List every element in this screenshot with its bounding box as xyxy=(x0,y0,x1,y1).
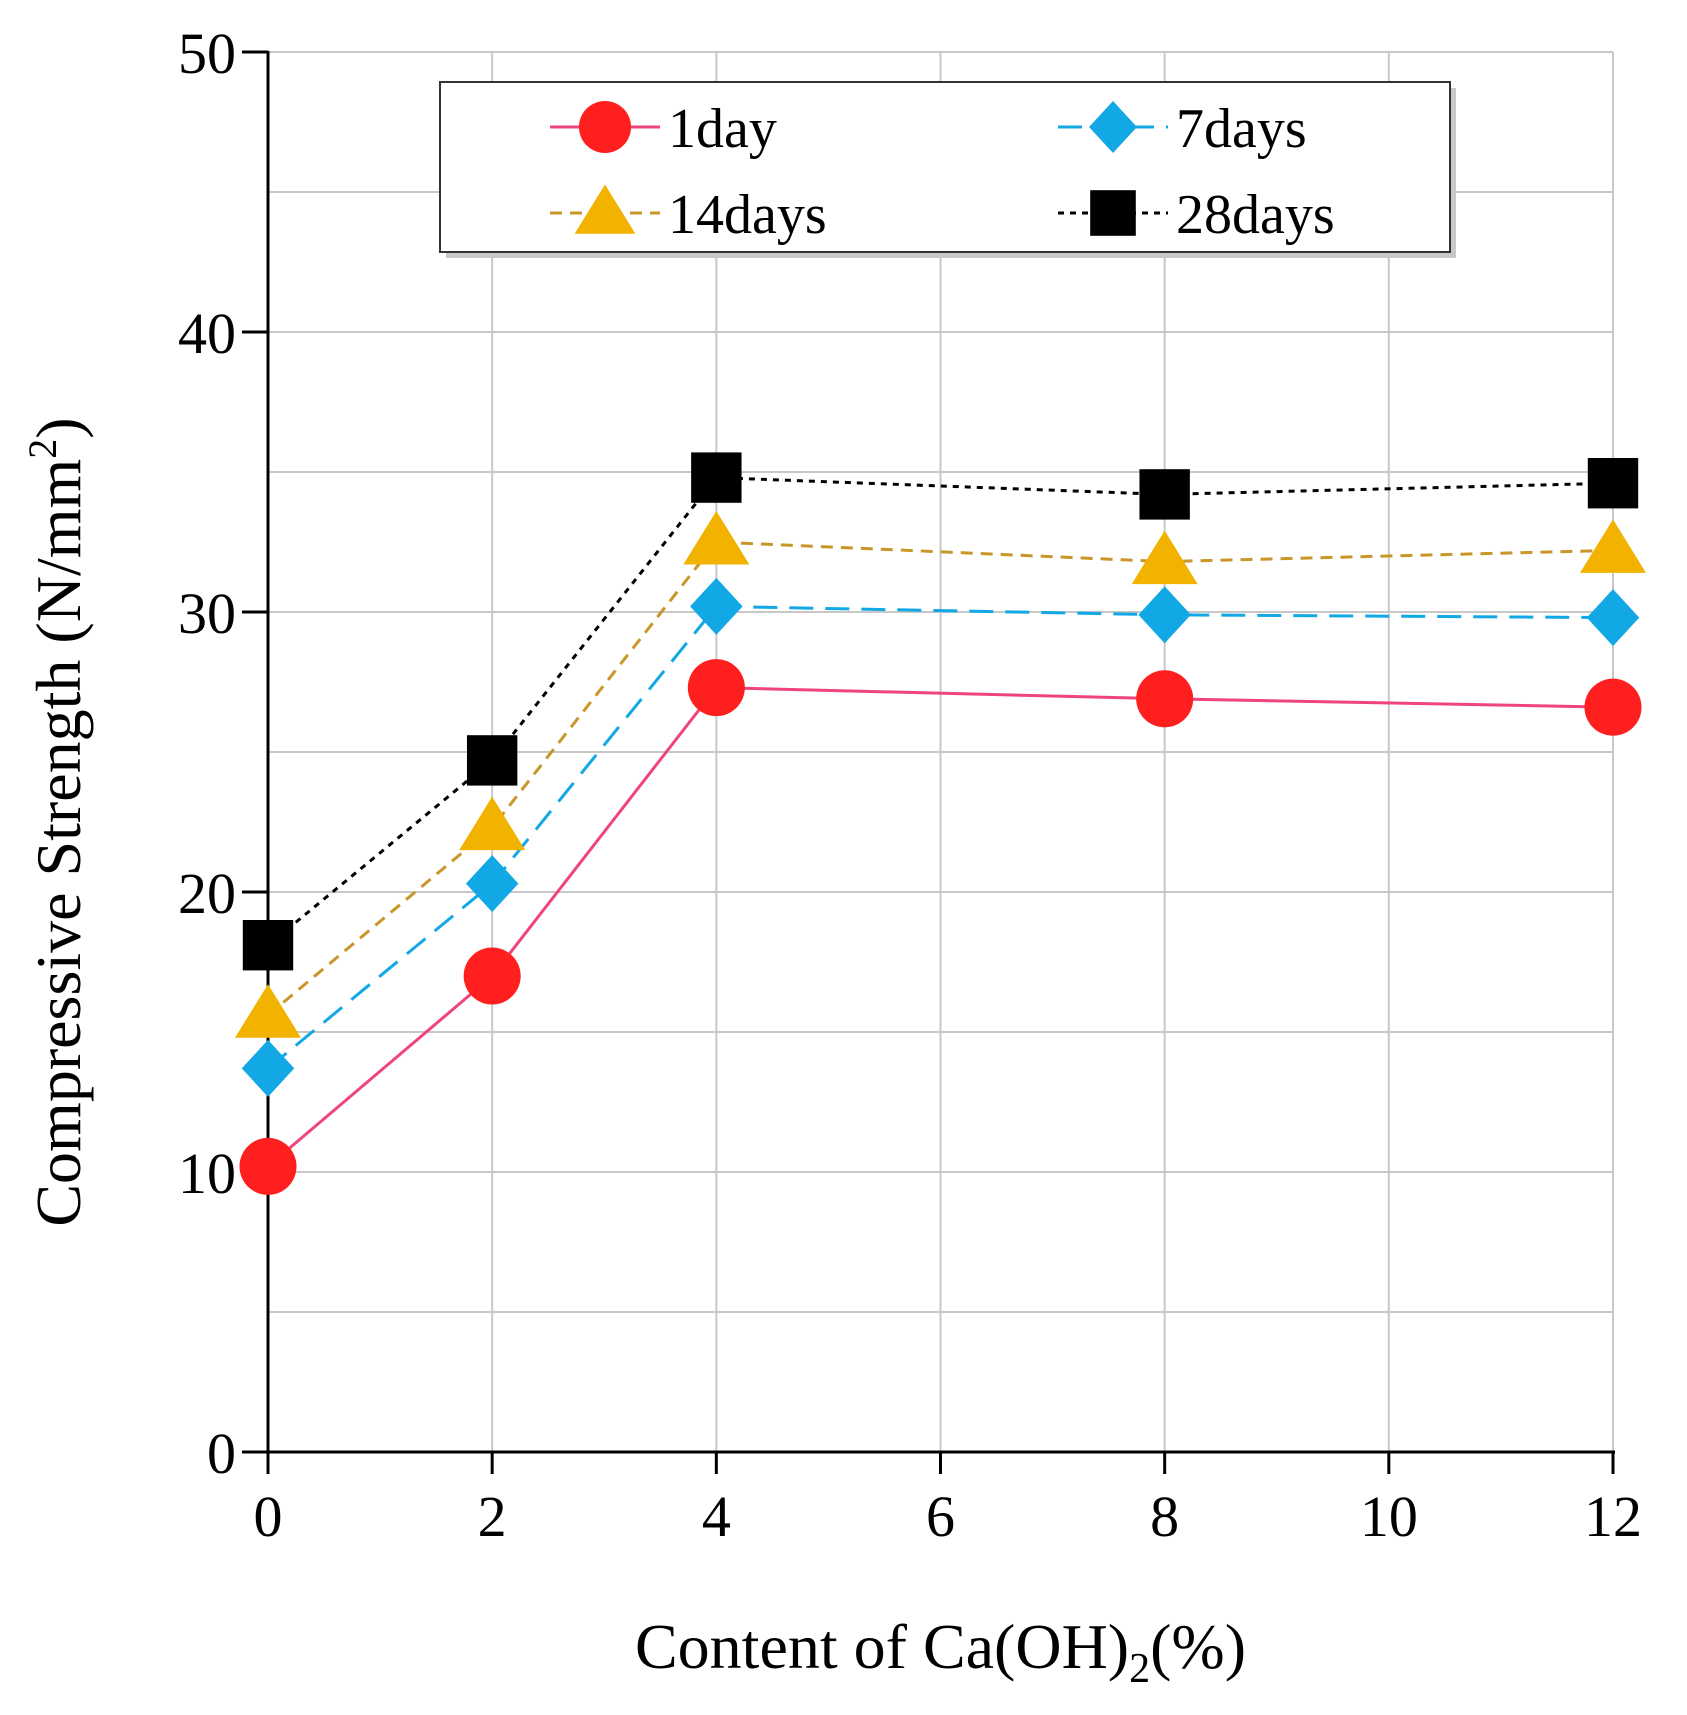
x-tick-label: 10 xyxy=(1360,1484,1418,1549)
legend-item-14days: 14days xyxy=(550,184,827,246)
legend-items: 1day 7days 14days 28days xyxy=(550,98,1335,246)
data-point-1day xyxy=(687,659,745,717)
legend-label-1day: 1day xyxy=(668,98,777,160)
x-tick-label: 0 xyxy=(254,1484,283,1549)
legend-label-14days: 14days xyxy=(668,184,827,246)
x-axis-title-suffix: (%) xyxy=(1150,1611,1246,1682)
legend-marker-14days xyxy=(574,184,636,234)
data-point-1day xyxy=(463,947,521,1005)
x-tick-label: 6 xyxy=(926,1484,955,1549)
data-point-7days xyxy=(241,1039,295,1097)
data-point-14days xyxy=(1131,530,1198,585)
data-point-14days xyxy=(1580,519,1646,573)
legend-item-7days: 7days xyxy=(1058,98,1307,160)
data-point-7days xyxy=(1586,589,1640,647)
x-axis-title-main: Content of Ca(OH) xyxy=(635,1611,1129,1682)
data-point-14days xyxy=(683,511,750,565)
tick-labels: 0 10 20 30 40 50 0 2 4 6 8 10 12 xyxy=(178,21,1642,1549)
data-point-1day xyxy=(239,1137,297,1195)
x-tick-label: 12 xyxy=(1584,1484,1642,1549)
data-point-28days xyxy=(1139,469,1190,520)
x-tick-label: 8 xyxy=(1150,1484,1179,1549)
y-axis-title-main: Compressive Strength (N/mm xyxy=(23,459,94,1227)
legend-marker-1day xyxy=(578,100,632,154)
legend-item-1day: 1day xyxy=(550,98,777,160)
y-tick-label: 20 xyxy=(178,861,236,926)
x-tick-label: 2 xyxy=(478,1484,507,1549)
data-point-28days xyxy=(691,452,742,503)
data-point-28days xyxy=(466,735,518,786)
x-axis-title-subscript: 2 xyxy=(1129,1646,1150,1692)
legend: 1day 7days 14days 28days xyxy=(439,81,1456,258)
y-tick-label: 40 xyxy=(178,301,236,366)
x-tick-label: 4 xyxy=(702,1484,731,1549)
data-point-14days xyxy=(235,984,301,1038)
y-tick-label: 10 xyxy=(178,1141,236,1206)
data-point-1day xyxy=(1584,678,1642,736)
y-axis-title-suffix: ) xyxy=(23,417,94,438)
data-point-7days xyxy=(690,577,743,635)
data-point-14days xyxy=(459,796,526,851)
y-axis-title: Compressive Strength (N/mm2) xyxy=(20,417,94,1226)
legend-label-7days: 7days xyxy=(1176,98,1307,160)
x-axis-title: Content of Ca(OH)2(%) xyxy=(635,1611,1246,1692)
data-point-7days xyxy=(1138,586,1191,644)
legend-marker-7days xyxy=(1089,100,1137,154)
legend-label-28days: 28days xyxy=(1176,184,1335,246)
data-point-7days xyxy=(465,855,519,913)
y-tick-label: 50 xyxy=(178,21,236,86)
data-point-28days xyxy=(1587,458,1639,509)
y-tick-label: 30 xyxy=(178,581,236,646)
legend-marker-28days xyxy=(1090,190,1136,236)
series-line-7days xyxy=(267,604,1614,1070)
data-point-28days xyxy=(242,920,294,971)
legend-item-28days: 28days xyxy=(1058,184,1335,246)
y-tick-label: 0 xyxy=(207,1421,236,1486)
series-markers xyxy=(235,452,1646,1195)
y-axis-title-superscript: 2 xyxy=(20,439,65,459)
data-point-1day xyxy=(1136,670,1194,728)
